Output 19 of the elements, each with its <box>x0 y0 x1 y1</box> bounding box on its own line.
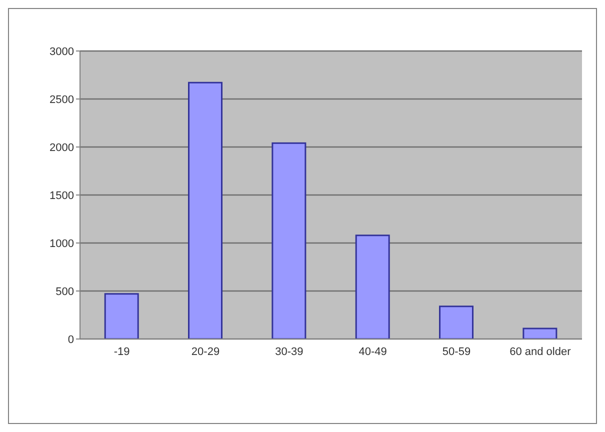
bar <box>272 142 306 339</box>
bar <box>439 306 474 339</box>
bar <box>104 293 139 339</box>
y-tick-label: 2000 <box>50 142 74 154</box>
x-tick-label: 40-49 <box>358 346 387 358</box>
y-tick-label: 3000 <box>50 46 74 58</box>
bar <box>355 234 390 339</box>
y-tick-label: 0 <box>68 334 74 346</box>
y-tick-label: 500 <box>56 286 74 298</box>
bar <box>188 82 223 339</box>
x-tick-label: 20-29 <box>191 346 220 358</box>
y-tick-label: 1500 <box>50 190 74 202</box>
x-tick-label: 30-39 <box>275 346 304 358</box>
x-tick-label: -19 <box>114 346 130 358</box>
x-tick-label: 50-59 <box>442 346 471 358</box>
y-tick-label: 2500 <box>50 94 74 106</box>
y-tick-label: 1000 <box>50 238 74 250</box>
bar <box>522 328 558 339</box>
x-tick-label: 60 and older <box>510 346 572 358</box>
